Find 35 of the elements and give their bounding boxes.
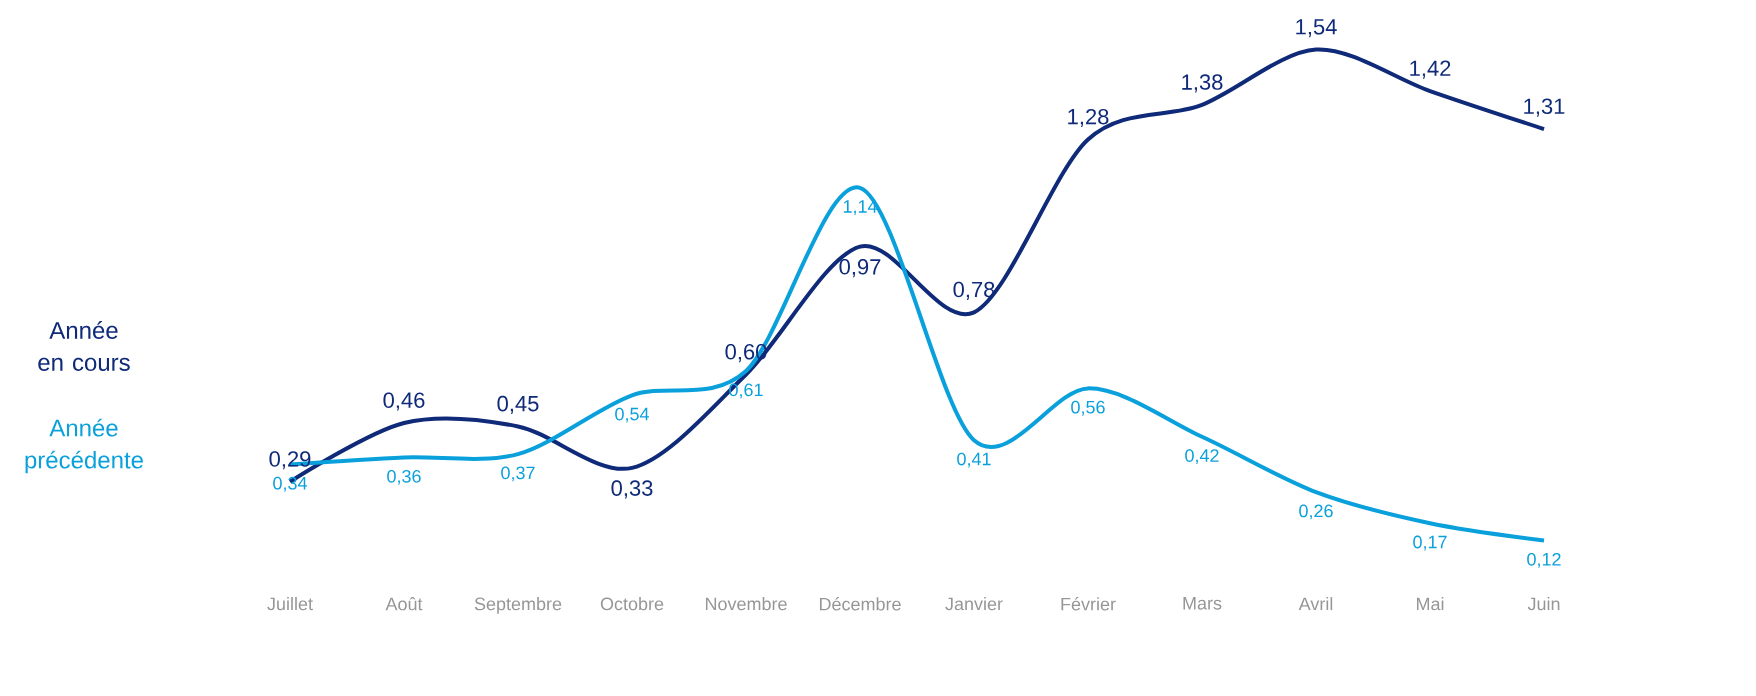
- x-tick-label: Février: [1061, 597, 1116, 611]
- data-label: 0,97: [839, 259, 881, 278]
- x-tick-label: Juillet: [267, 597, 313, 611]
- data-label: 1,38: [1182, 74, 1223, 93]
- data-label: 0,36: [387, 469, 421, 485]
- data-label: 1,54: [1296, 19, 1337, 38]
- x-tick-label: Mars: [1183, 597, 1222, 610]
- data-label: 1,28: [1068, 108, 1109, 128]
- data-label: 0,41: [957, 452, 991, 468]
- data-label: 0,61: [729, 383, 763, 399]
- data-label: 0,26: [1299, 504, 1333, 520]
- x-tick-label: Juin: [1527, 597, 1560, 611]
- x-tick-label: Décembre: [819, 597, 901, 611]
- data-label: 0,33: [611, 480, 653, 499]
- data-label: 1,42: [1410, 60, 1451, 79]
- x-tick-label: Septembre: [474, 597, 562, 614]
- data-label: 0,29: [269, 451, 311, 470]
- data-label: 0,37: [501, 466, 535, 482]
- text: Année en cours: [38, 321, 130, 371]
- x-tick-label: Août: [385, 597, 423, 611]
- data-label: 0,46: [383, 392, 425, 411]
- data-label: 0,12: [1527, 552, 1561, 568]
- x-tick-label: Janvier: [945, 597, 1003, 611]
- text: Année précédente: [25, 418, 143, 474]
- data-label: 0,17: [1413, 535, 1447, 551]
- x-tick-label: Mai: [1416, 597, 1444, 611]
- x-tick-label: Octobre: [600, 597, 664, 611]
- data-label: 0,54: [615, 407, 649, 423]
- data-label: 0,42: [1185, 449, 1219, 465]
- data-label: 0,34: [273, 476, 307, 492]
- data-label: 1,31: [1524, 98, 1565, 117]
- data-label: 0,56: [1071, 400, 1105, 416]
- data-label: 0,45: [497, 395, 539, 415]
- x-tick-label: Avril: [1298, 597, 1333, 611]
- x-tick-label: Novembre: [705, 597, 787, 611]
